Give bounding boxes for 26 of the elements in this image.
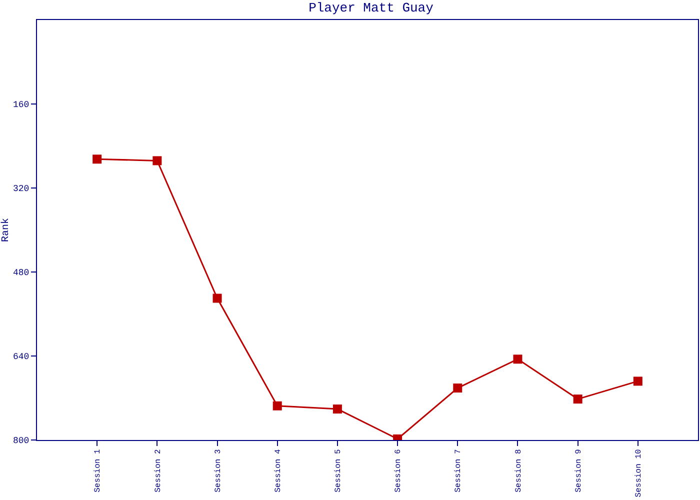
y-tick-label: 160 [12, 100, 30, 110]
x-tick-label: Session 10 [634, 449, 644, 498]
x-tick-label: Session 7 [454, 449, 464, 492]
y-tick-label: 320 [12, 184, 30, 194]
y-axis-title: Rank [0, 218, 12, 242]
y-tick-label: 640 [12, 352, 30, 362]
point [332, 404, 342, 414]
point [92, 154, 102, 164]
x-tick-label: Session 3 [214, 449, 223, 492]
x-tick-label: Session 1 [94, 449, 103, 492]
point [212, 294, 222, 303]
point [152, 156, 162, 166]
x-tick-label: Session 8 [514, 449, 524, 492]
x-tick-label: Session 2 [154, 449, 163, 492]
x-tick-label: Session 6 [394, 449, 404, 492]
y-tick-label: 800 [12, 436, 30, 446]
x-tick-label: Session 4 [274, 449, 283, 492]
x-tick-label: Session 5 [334, 449, 344, 492]
chart-title: Player Matt Guay [308, 0, 434, 16]
point [453, 384, 462, 393]
point [573, 394, 582, 404]
point [513, 354, 522, 364]
point [633, 376, 642, 386]
y-tick-label: 480 [12, 268, 30, 278]
point [272, 401, 282, 410]
x-tick-label: Session 9 [574, 449, 584, 492]
